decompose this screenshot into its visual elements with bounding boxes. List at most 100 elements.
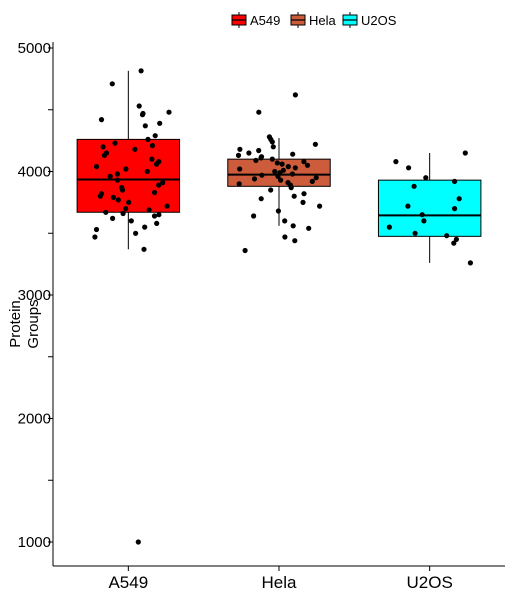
point-U2OS-12 xyxy=(412,230,418,236)
point-Hela-47 xyxy=(306,225,312,231)
point-A549-40 xyxy=(120,210,126,217)
point-A549-29 xyxy=(119,187,126,193)
point-Hela-7 xyxy=(237,146,243,152)
point-A549-42 xyxy=(151,213,158,219)
point-Hela-50 xyxy=(242,247,248,254)
point-Hela-21 xyxy=(292,165,298,171)
point-Hela-42 xyxy=(317,203,323,209)
point-Hela-14 xyxy=(269,156,275,162)
point-A549-44 xyxy=(128,218,134,224)
point-A549-34 xyxy=(115,197,121,203)
point-A549-22 xyxy=(144,168,150,175)
y-tick-label-1000: 1000 xyxy=(18,534,51,551)
y-tick-label-2000: 2000 xyxy=(18,411,51,428)
point-U2OS-8 xyxy=(452,206,458,212)
point-U2OS-1 xyxy=(393,159,399,165)
point-A549-33 xyxy=(110,194,116,200)
point-U2OS-13 xyxy=(444,233,450,239)
point-U2OS-16 xyxy=(467,260,473,266)
point-A549-48 xyxy=(133,230,139,236)
point-U2OS-2 xyxy=(406,165,412,171)
x-tick-label-A549: A549 xyxy=(108,573,148,592)
point-U2OS-5 xyxy=(411,183,417,189)
point-Hela-39 xyxy=(291,193,297,199)
x-axis: A549 Hela U2OS xyxy=(53,565,505,592)
y-axis-title-line-1: Protein xyxy=(7,300,24,348)
point-A549-49 xyxy=(92,234,98,240)
point-Hela-10 xyxy=(290,151,296,157)
point-A549-9 xyxy=(152,133,158,139)
point-A549-7 xyxy=(157,120,163,126)
point-A549-36 xyxy=(164,203,170,209)
point-Hela-4 xyxy=(269,139,275,145)
point-A549-26 xyxy=(160,180,166,186)
legend-label-U2OS: U2OS xyxy=(361,13,397,28)
point-A549-5 xyxy=(139,112,146,118)
y-tick-label-4000: 4000 xyxy=(18,164,51,181)
point-A549-46 xyxy=(142,224,148,230)
point-U2OS-10 xyxy=(421,218,427,224)
point-Hela-22 xyxy=(237,166,243,172)
point-Hela-41 xyxy=(300,199,306,205)
point-A549-39 xyxy=(103,209,109,215)
point-Hela-28 xyxy=(275,173,281,179)
point-A549-17 xyxy=(149,156,155,162)
legend: A549 Hela U2OS xyxy=(231,12,397,28)
point-A549-25 xyxy=(114,177,121,183)
point-A549-11 xyxy=(112,140,118,146)
point-U2OS-6 xyxy=(456,196,462,202)
legend-item-A549: A549 xyxy=(231,12,280,28)
legend-label-A549: A549 xyxy=(250,13,280,28)
point-Hela-24 xyxy=(272,168,278,175)
point-Hela-27 xyxy=(259,172,265,178)
y-axis-title-line-2: Groups xyxy=(25,299,42,348)
point-Hela-1 xyxy=(256,109,262,115)
point-A549-38 xyxy=(146,207,152,213)
point-A549-8 xyxy=(142,123,148,129)
point-U2OS-0 xyxy=(462,150,468,156)
point-A549-51 xyxy=(135,539,141,545)
point-Hela-45 xyxy=(282,218,288,224)
point-Hela-46 xyxy=(290,223,296,229)
point-A549-43 xyxy=(110,215,116,221)
point-A549-12 xyxy=(149,143,155,149)
point-Hela-5 xyxy=(312,141,318,147)
point-Hela-8 xyxy=(256,147,262,154)
point-U2OS-4 xyxy=(452,178,458,184)
point-A549-10 xyxy=(145,136,151,142)
legend-label-Hela: Hela xyxy=(309,13,337,28)
point-Hela-6 xyxy=(270,144,276,150)
point-Hela-40 xyxy=(258,196,264,202)
point-Hela-16 xyxy=(301,159,307,165)
point-Hela-26 xyxy=(289,171,295,177)
box-U2OS xyxy=(377,179,482,237)
point-A549-50 xyxy=(141,246,147,252)
point-A549-20 xyxy=(93,164,100,170)
point-Hela-49 xyxy=(292,238,298,244)
point-A549-13 xyxy=(100,144,106,150)
point-A549-3 xyxy=(166,109,172,115)
x-tick-label-Hela: Hela xyxy=(262,573,298,592)
point-Hela-13 xyxy=(258,155,264,161)
point-Hela-34 xyxy=(236,181,242,187)
point-Hela-48 xyxy=(282,234,288,240)
point-U2OS-14 xyxy=(453,236,459,242)
y-tick-label-3000: 3000 xyxy=(18,287,51,304)
point-A549-47 xyxy=(93,226,100,233)
point-A549-30 xyxy=(151,189,158,196)
point-Hela-36 xyxy=(288,185,294,191)
point-A549-32 xyxy=(97,193,103,199)
point-U2OS-7 xyxy=(405,203,411,209)
point-A549-27 xyxy=(156,182,162,188)
legend-item-Hela: Hela xyxy=(290,12,337,28)
point-Hela-18 xyxy=(279,161,285,167)
point-U2OS-3 xyxy=(423,175,429,181)
point-U2OS-9 xyxy=(419,212,425,218)
point-A549-19 xyxy=(153,161,160,167)
point-A549-23 xyxy=(114,171,120,177)
point-A549-41 xyxy=(156,212,162,218)
point-Hela-43 xyxy=(275,208,281,214)
y-axis: 1000 2000 3000 4000 5000 xyxy=(18,40,54,566)
series-A549 xyxy=(76,68,181,545)
